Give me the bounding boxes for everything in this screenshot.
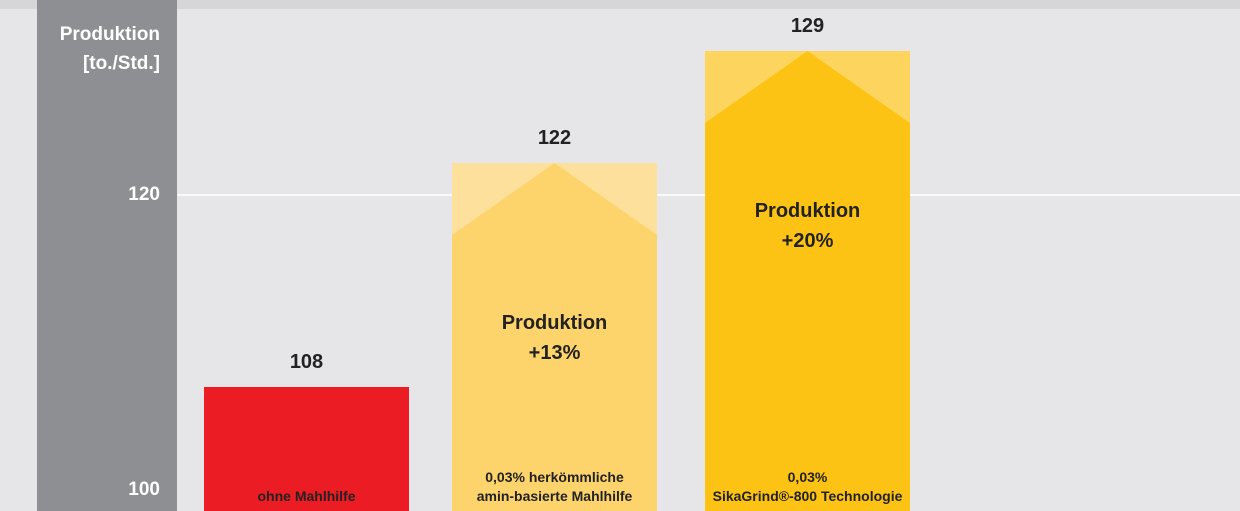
axis-panel (37, 0, 177, 511)
bar-label: Produktion +20% (754, 200, 861, 252)
bar-arrow (705, 51, 910, 511)
y-tick-label: 120 (128, 184, 160, 205)
bar (204, 387, 409, 511)
y-axis-label: Produktion [to./Std.] (59, 24, 160, 75)
top-strip (0, 0, 1240, 9)
category-label: ohne Mahlhilfe (257, 488, 356, 505)
value-label: 129 (790, 15, 825, 37)
value-label: 108 (289, 351, 324, 373)
bar-arrow (452, 163, 657, 511)
category-label: 0,03% SikaGrind®-800 Technologie (712, 468, 903, 505)
bar-label: Produktion +13% (501, 312, 608, 364)
y-tick-label: 100 (128, 479, 160, 500)
category-label: 0,03% herkömmliche amin-basierte Mahlhil… (476, 468, 633, 505)
value-label: 122 (537, 127, 572, 149)
